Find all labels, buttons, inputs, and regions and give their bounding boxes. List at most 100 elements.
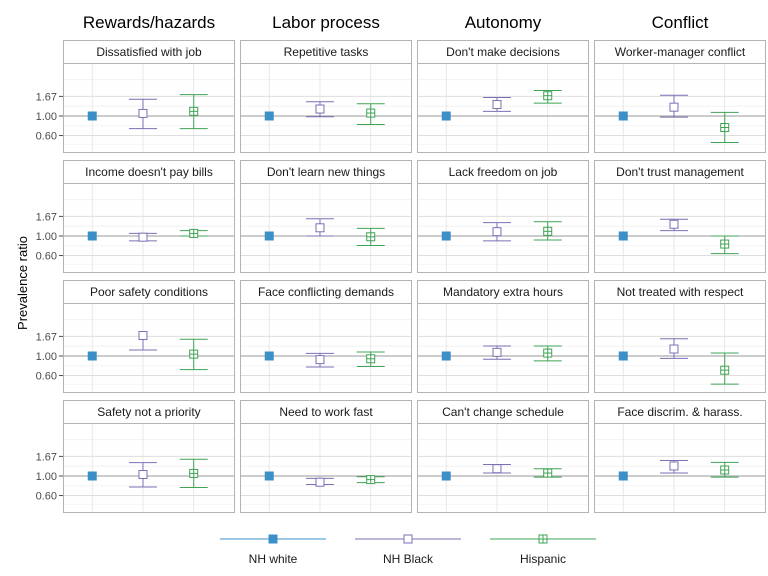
estimate-nh-white — [264, 231, 274, 241]
estimate-nh-white — [87, 231, 97, 241]
panel-plot-area — [240, 183, 412, 273]
panel-don-t-trust-management: Don't trust management — [594, 160, 766, 273]
panel-label: Worker-manager conflict — [615, 45, 746, 59]
estimate-nh-black — [305, 101, 334, 118]
point-marker — [138, 470, 148, 480]
estimate-nh-black — [659, 338, 688, 359]
y-tick-label: 0.60 — [36, 251, 57, 263]
column-title-autonomy: Autonomy — [465, 13, 542, 32]
estimate-nh-black — [659, 94, 688, 118]
panel-don-t-learn-new-things: Don't learn new things — [240, 160, 412, 273]
point-marker — [87, 351, 97, 361]
y-axis-title: Prevalence ratio — [15, 236, 30, 330]
estimate-nh-black — [128, 232, 157, 242]
estimate-nh-white — [441, 111, 451, 121]
estimate-nh-white — [441, 471, 451, 481]
point-marker — [492, 464, 502, 474]
estimate-hispanic — [710, 461, 739, 478]
panel-plot-area — [417, 183, 589, 273]
panel-label: Lack freedom on job — [449, 165, 558, 179]
panel-worker-manager-conflict: Worker-manager conflict — [594, 40, 766, 153]
panel-face-discrim-harass: Face discrim. & harass. — [594, 400, 766, 513]
estimate-hispanic — [533, 345, 562, 362]
panel-don-t-make-decisions: Don't make decisions — [417, 40, 589, 153]
estimate-nh-white — [264, 111, 274, 121]
legend-label: NH Black — [383, 552, 434, 566]
panel-plot-area — [240, 63, 412, 153]
point-marker — [138, 330, 148, 340]
point-marker — [441, 111, 451, 121]
point-marker — [618, 471, 628, 481]
y-tick-label: 1.67 — [36, 91, 57, 103]
estimate-nh-white — [441, 351, 451, 361]
column-title-labor-process: Labor process — [272, 13, 380, 32]
panel-plot-area — [417, 423, 589, 513]
estimate-hispanic — [533, 89, 562, 104]
panel-plot-area — [63, 63, 235, 153]
legend-label: NH white — [249, 552, 298, 566]
y-tick-label: 1.00 — [36, 231, 57, 243]
legend-label: Hispanic — [520, 552, 566, 566]
panel-income-doesn-t-pay-bills: Income doesn't pay bills — [63, 160, 235, 273]
estimate-nh-black — [128, 462, 157, 488]
panel-plot-area — [63, 303, 235, 393]
point-marker — [492, 227, 502, 237]
y-tick-label: 1.00 — [36, 351, 57, 363]
point-marker — [264, 231, 274, 241]
point-marker — [669, 461, 679, 471]
y-tick-label: 0.60 — [36, 371, 57, 383]
panel-label: Don't trust management — [616, 165, 744, 179]
legend-key-marker — [403, 534, 413, 544]
estimate-nh-white — [618, 231, 628, 241]
y-tick-label: 1.00 — [36, 471, 57, 483]
panel-plot-area — [240, 303, 412, 393]
estimate-nh-black — [659, 460, 688, 474]
legend-item-nh-white: NH white — [220, 534, 326, 566]
y-tick-label: 0.60 — [36, 131, 57, 143]
panel-label: Mandatory extra hours — [443, 285, 563, 299]
panel-plot-area — [594, 303, 766, 393]
panel-label: Poor safety conditions — [90, 285, 208, 299]
panel-label: Repetitive tasks — [284, 45, 369, 59]
estimate-hispanic — [356, 475, 385, 485]
estimate-hispanic — [533, 468, 562, 478]
panel-label: Need to work fast — [279, 405, 373, 419]
panel-label: Safety not a priority — [97, 405, 200, 419]
estimate-nh-black — [482, 222, 511, 242]
estimate-nh-black — [128, 98, 157, 130]
panel-poor-safety-conditions: Poor safety conditions — [63, 280, 235, 393]
facet-panels: Dissatisfied with job Income doesn't pay … — [63, 40, 766, 513]
panel-need-to-work-fast: Need to work fast — [240, 400, 412, 513]
estimate-nh-black — [305, 477, 334, 487]
estimate-hispanic — [179, 338, 208, 371]
estimate-nh-black — [659, 218, 688, 232]
estimate-hispanic — [356, 227, 385, 247]
point-marker — [87, 471, 97, 481]
column-title-rewards-hazards: Rewards/hazards — [83, 13, 215, 32]
point-marker — [669, 344, 679, 354]
y-tick-label: 1.67 — [36, 211, 57, 223]
panel-dissatisfied-with-job: Dissatisfied with job — [63, 40, 235, 153]
panel-mandatory-extra-hours: Mandatory extra hours — [417, 280, 589, 393]
estimate-hispanic — [179, 458, 208, 489]
point-marker — [492, 347, 502, 357]
point-marker — [264, 111, 274, 121]
panel-plot-area — [594, 423, 766, 513]
point-marker — [618, 111, 628, 121]
panel-label: Don't make decisions — [446, 45, 560, 59]
point-marker — [138, 232, 148, 242]
panel-lack-freedom-on-job: Lack freedom on job — [417, 160, 589, 273]
estimate-nh-white — [87, 471, 97, 481]
panel-can-t-change-schedule: Can't change schedule — [417, 400, 589, 513]
y-tick-label: 1.67 — [36, 451, 57, 463]
point-marker — [315, 355, 325, 365]
estimate-nh-white — [618, 111, 628, 121]
column-titles: Rewards/hazards Labor process Autonomy Conf… — [83, 13, 709, 32]
panel-plot-area — [594, 183, 766, 273]
y-tick-label: 0.60 — [36, 491, 57, 503]
panel-repetitive-tasks: Repetitive tasks — [240, 40, 412, 153]
point-marker — [315, 104, 325, 114]
estimate-nh-white — [87, 111, 97, 121]
panel-face-conflicting-demands: Face conflicting demands — [240, 280, 412, 393]
